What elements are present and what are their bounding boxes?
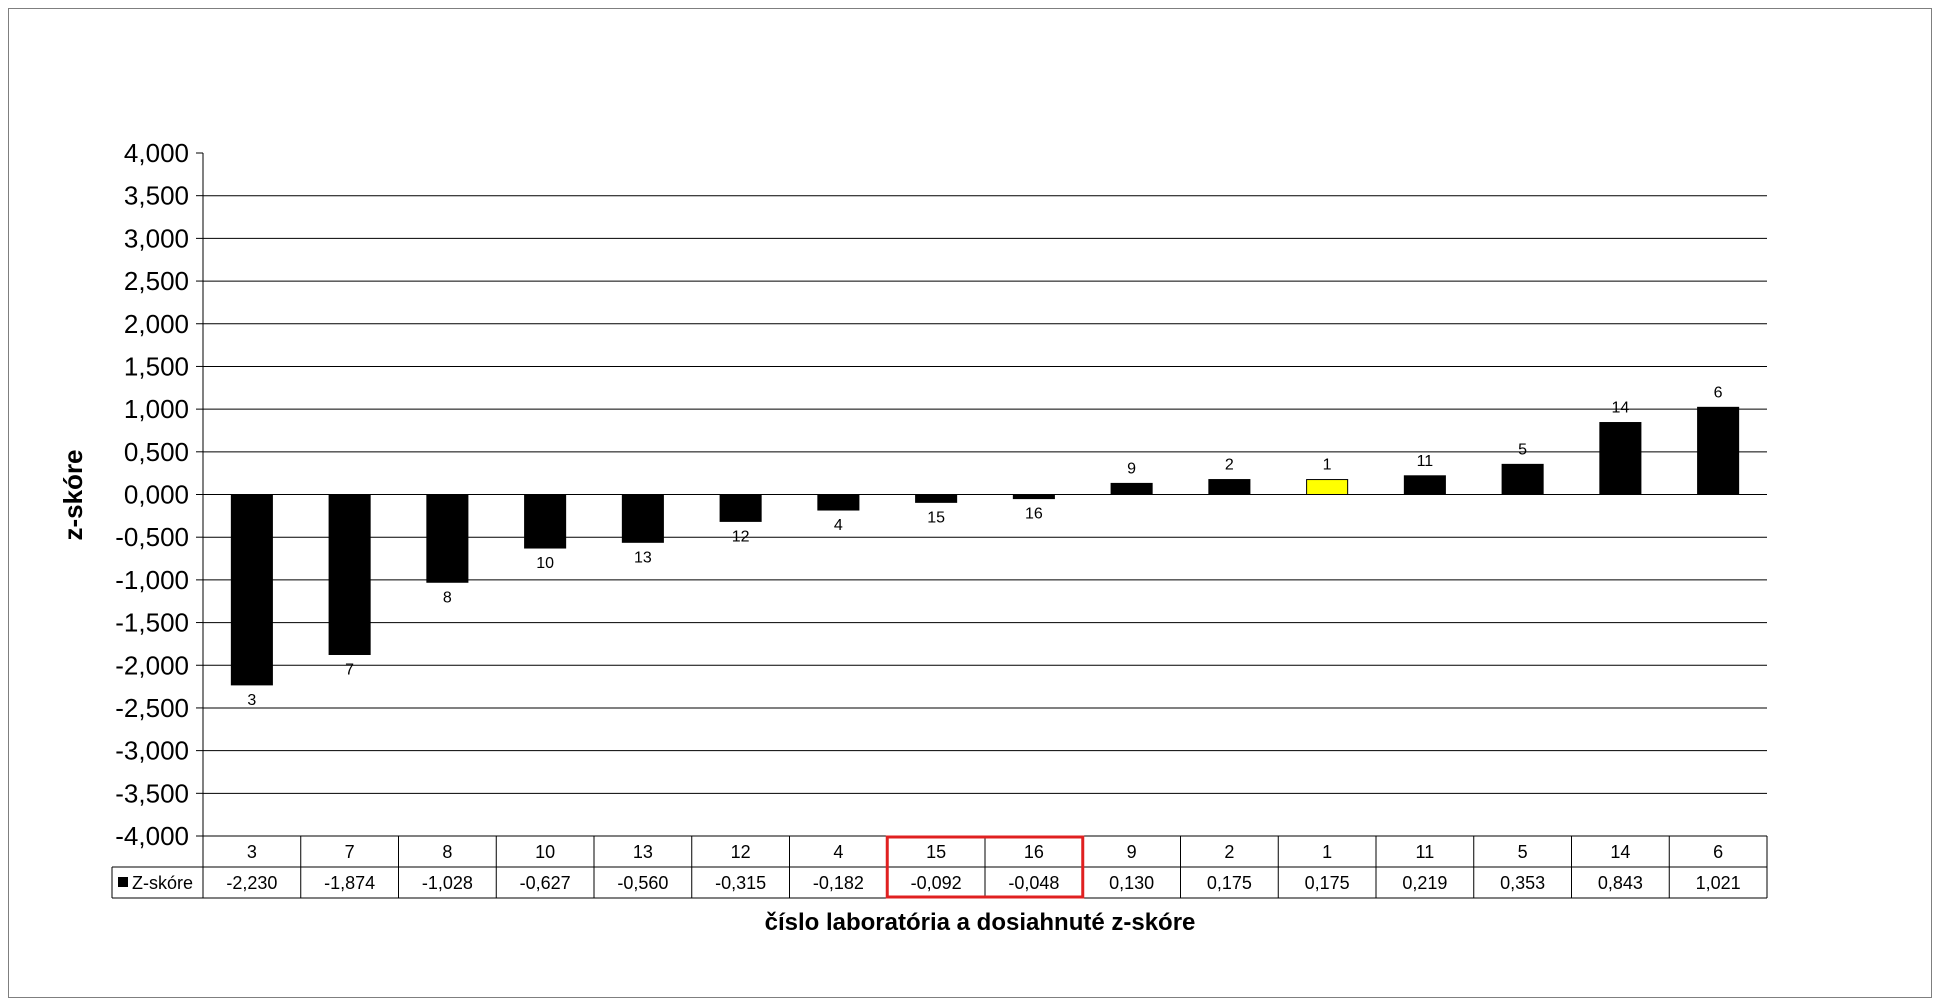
table-value-cell: 0,219 bbox=[1402, 873, 1447, 893]
y-tick-label: -2,000 bbox=[115, 650, 189, 680]
bar-lab-12 bbox=[719, 494, 762, 522]
bar-lab-13 bbox=[621, 494, 664, 543]
bar-lab-15 bbox=[915, 494, 958, 503]
bar-label: 16 bbox=[1025, 506, 1043, 523]
y-tick-label: -0,500 bbox=[115, 522, 189, 552]
bar-label: 10 bbox=[536, 555, 554, 572]
legend-key bbox=[118, 877, 128, 887]
bar-lab-10 bbox=[524, 494, 567, 549]
bar-lab-11 bbox=[1403, 475, 1446, 496]
bar-label: 6 bbox=[1714, 384, 1723, 401]
highlight-box bbox=[885, 835, 1085, 899]
table-category-cell: 15 bbox=[926, 842, 946, 862]
table-value-cell: 0,175 bbox=[1305, 873, 1350, 893]
bar-label: 14 bbox=[1611, 400, 1629, 417]
table-value-cell: -1,874 bbox=[324, 873, 375, 893]
table-value-cell: 0,130 bbox=[1109, 873, 1154, 893]
bar-lab-8 bbox=[426, 494, 469, 583]
y-tick-label: 2,500 bbox=[124, 266, 189, 296]
table-category-cell: 2 bbox=[1224, 842, 1234, 862]
y-tick-label: 0,000 bbox=[124, 480, 189, 510]
bar-lab-4 bbox=[817, 494, 860, 511]
table-value-cell: 0,175 bbox=[1207, 873, 1252, 893]
bar-label: 8 bbox=[443, 589, 452, 606]
bar-label: 1 bbox=[1323, 457, 1332, 474]
y-tick-label: 0,500 bbox=[124, 437, 189, 467]
y-tick-label: 1,000 bbox=[124, 394, 189, 424]
y-tick-label: -3,000 bbox=[115, 736, 189, 766]
table-category-cell: 6 bbox=[1713, 842, 1723, 862]
table-value-cell: -1,028 bbox=[422, 873, 473, 893]
table-category-cell: 4 bbox=[833, 842, 843, 862]
table-category-cell: 10 bbox=[535, 842, 555, 862]
bar-label: 3 bbox=[247, 692, 256, 709]
bar-label: 15 bbox=[927, 509, 945, 526]
y-tick-label: 2,000 bbox=[124, 309, 189, 339]
table-value-cell: -0,092 bbox=[911, 873, 962, 893]
bar-label: 9 bbox=[1127, 460, 1136, 477]
table-category-cell: 11 bbox=[1416, 842, 1435, 862]
table-value-cell: -0,182 bbox=[813, 873, 864, 893]
table-value-cell: 0,353 bbox=[1500, 873, 1545, 893]
bar-label: 5 bbox=[1518, 441, 1527, 458]
y-tick-label: -1,500 bbox=[115, 608, 189, 638]
bar-label: 11 bbox=[1417, 453, 1434, 470]
table-category-cell: 5 bbox=[1518, 842, 1528, 862]
table-value-cell: 1,021 bbox=[1696, 873, 1741, 893]
bar-label: 2 bbox=[1225, 457, 1234, 474]
x-axis-label: číslo laboratória a dosiahnuté z-skóre bbox=[765, 909, 1196, 936]
bar-lab-1 bbox=[1306, 479, 1349, 496]
bar-label: 7 bbox=[345, 661, 354, 678]
bar-lab-9 bbox=[1110, 482, 1153, 495]
y-tick-label: 4,000 bbox=[124, 138, 189, 168]
y-tick-label: 3,000 bbox=[124, 223, 189, 253]
bar-lab-2 bbox=[1208, 479, 1251, 496]
table-category-cell: 13 bbox=[633, 842, 653, 862]
table-value-cell: -0,048 bbox=[1008, 873, 1059, 893]
table-category-cell: 9 bbox=[1127, 842, 1137, 862]
bar-label: 12 bbox=[732, 528, 750, 545]
table-category-cell: 12 bbox=[731, 842, 751, 862]
y-tick-label: 1,500 bbox=[124, 351, 189, 381]
table-category-cell: 3 bbox=[247, 842, 257, 862]
table-value-cell: 0,843 bbox=[1598, 873, 1643, 893]
table-value-cell: -0,315 bbox=[715, 873, 766, 893]
y-axis-ticks: 4,000 3,500 3,000 2,500 2,000 1,500 1,000 0,500… bbox=[115, 138, 189, 851]
legend-series-name: Z-skóre bbox=[132, 873, 193, 893]
y-tick-label: -1,000 bbox=[115, 565, 189, 595]
bar-lab-3 bbox=[230, 494, 273, 686]
table-category-cell: 8 bbox=[442, 842, 452, 862]
table-category-cell: 1 bbox=[1322, 842, 1332, 862]
y-tick-label: -4,000 bbox=[115, 821, 189, 851]
y-axis-label: z-skóre bbox=[58, 449, 88, 540]
bars bbox=[230, 406, 1740, 686]
y-tick-label: -2,500 bbox=[115, 693, 189, 723]
bar-label: 4 bbox=[834, 517, 843, 534]
bar-lab-7 bbox=[328, 494, 371, 655]
bar-lab-16 bbox=[1012, 494, 1055, 500]
table-category-cell: 14 bbox=[1610, 842, 1630, 862]
table-category-cell: 16 bbox=[1024, 842, 1044, 862]
bar-lab-6 bbox=[1697, 406, 1740, 495]
bar-label: 13 bbox=[634, 549, 652, 566]
bar-lab-14 bbox=[1599, 422, 1642, 495]
y-tick-label: 3,500 bbox=[124, 181, 189, 211]
bar-lab-5 bbox=[1501, 463, 1544, 495]
y-tick-label: -3,500 bbox=[115, 778, 189, 808]
data-table: Z-skóre 3 -2,230 7 -1,874 8 -1,028 10 -0,627 13 -0… bbox=[111, 835, 1768, 899]
table-value-cell: -2,230 bbox=[226, 873, 277, 893]
table-value-cell: -0,560 bbox=[617, 873, 668, 893]
table-category-cell: 7 bbox=[345, 842, 355, 862]
table-value-cell: -0,627 bbox=[520, 873, 571, 893]
